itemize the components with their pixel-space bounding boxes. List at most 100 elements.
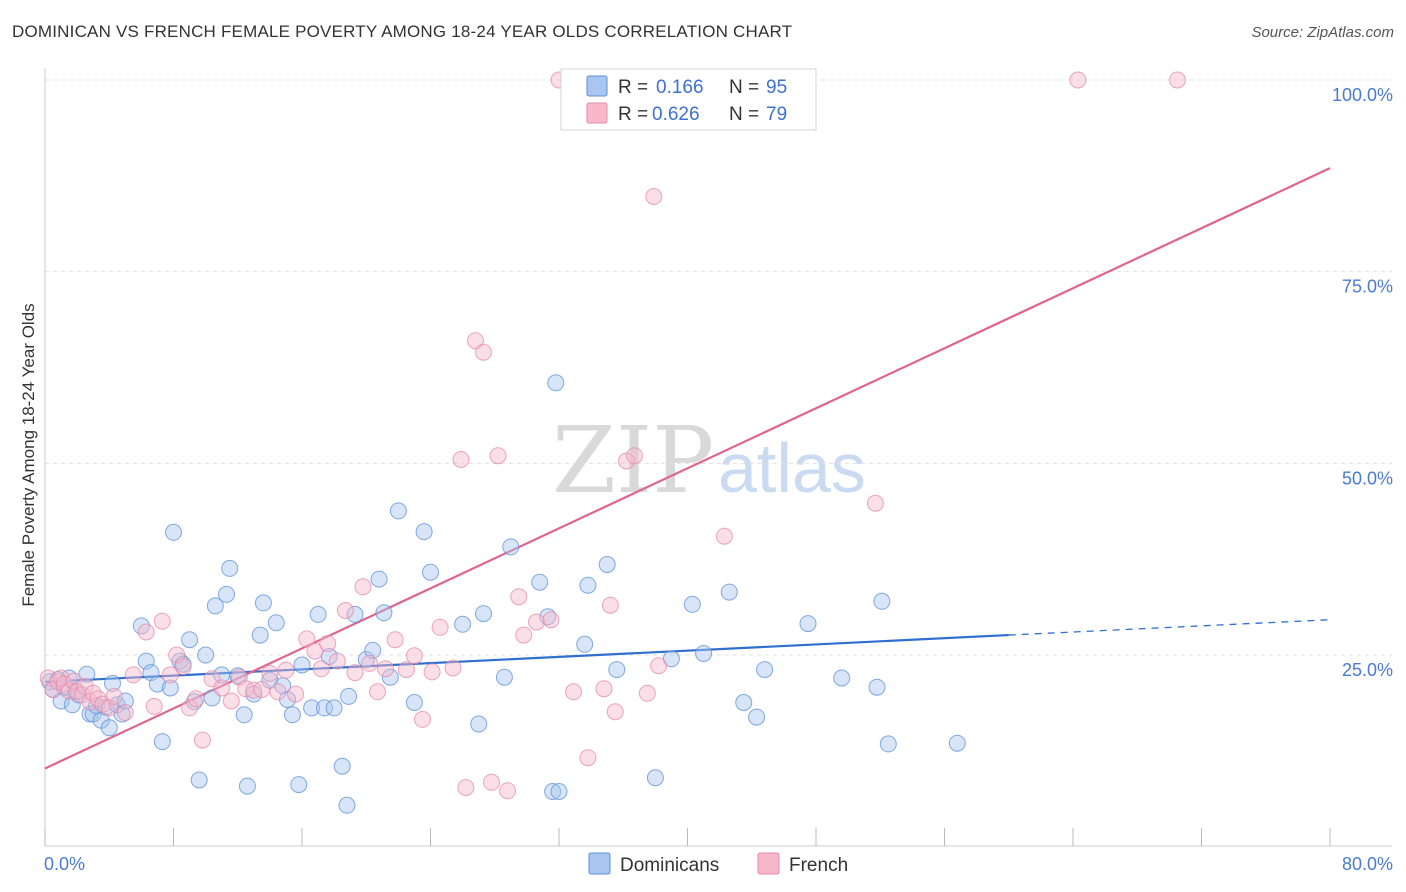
legend-r-label-2: R = [618, 104, 648, 125]
dominican-point [720, 583, 738, 601]
dominican-point [547, 374, 565, 392]
french-point [377, 660, 394, 678]
y-tick-label: 100.0% [1332, 85, 1393, 105]
dominican-point [235, 706, 253, 724]
correlation-legend: R = 0.166 N = 95 R = 0.626 N = 79 [560, 68, 817, 131]
legend-n-value-1: 95 [766, 77, 787, 98]
french-trend-line [44, 167, 1331, 770]
watermark: ZIP atlas [552, 407, 866, 514]
french-point [405, 647, 423, 665]
legend-n-label-1: N = [729, 77, 759, 98]
dominican-point [799, 615, 817, 633]
french-point [369, 683, 386, 701]
french-point [638, 684, 656, 702]
dominican-point [948, 734, 966, 752]
dominican-point [748, 708, 766, 726]
series-legend: Dominicans French [588, 852, 848, 876]
dominican-point [333, 757, 351, 775]
french-point [1168, 71, 1186, 89]
dominican-point [197, 646, 215, 664]
dominican-point [148, 675, 166, 693]
series-swatch-dominicans [588, 852, 611, 875]
dominican-point [104, 674, 121, 692]
dominican-point [153, 733, 171, 751]
legend-r-label-1: R = [618, 77, 648, 98]
french-point [565, 683, 582, 701]
dominican-point [338, 796, 356, 814]
french-point [193, 731, 211, 749]
french-point [499, 782, 517, 800]
dominican-point [364, 641, 382, 659]
french-point [354, 578, 372, 596]
french-point [336, 602, 354, 619]
dominican-point [303, 699, 321, 717]
french-point [269, 683, 287, 701]
dominican-point [544, 783, 562, 800]
legend-r-value-2: 0.626 [652, 104, 700, 125]
french-point [515, 626, 533, 644]
legend-swatch-french [586, 102, 608, 124]
dominican-point [251, 626, 269, 644]
x-tick-label: 0.0% [44, 854, 85, 874]
watermark-zip: ZIP [552, 407, 714, 514]
french-point [181, 699, 199, 717]
french-point [423, 663, 441, 681]
dominican-point [283, 706, 301, 724]
dominican-point [161, 679, 179, 697]
y-tick-label: 75.0% [1342, 277, 1393, 297]
dominican-point [325, 699, 343, 717]
french-point [414, 710, 431, 728]
french-point [213, 679, 231, 697]
french-point [328, 652, 346, 670]
source-label: Source: ZipAtlas.com [1251, 24, 1394, 41]
chart-title: DOMINICAN VS FRENCH FEMALE POVERTY AMONG… [12, 22, 793, 41]
french-point [489, 447, 507, 465]
french-point [84, 684, 102, 702]
data-points [39, 71, 1186, 814]
dominican-point [309, 605, 327, 623]
dominican-point [868, 678, 886, 696]
french-point [386, 631, 404, 649]
dominican-point [370, 570, 388, 588]
dominican-point [415, 523, 433, 541]
dominican-point [495, 668, 513, 686]
french-point [510, 588, 528, 606]
dominican-point [165, 523, 182, 541]
french-point [277, 661, 295, 679]
french-point [174, 658, 192, 675]
dominican-point [100, 719, 118, 737]
french-point [124, 666, 142, 684]
french-point [137, 623, 155, 641]
dominican-point [539, 608, 557, 626]
series-swatch-french [757, 852, 780, 875]
french-point [253, 681, 271, 698]
dominican-point [422, 563, 439, 581]
french-point [116, 704, 134, 721]
dominican-point [267, 614, 285, 632]
french-point [312, 660, 330, 678]
french-point [650, 657, 668, 675]
dominican-point [502, 538, 520, 556]
dominican-point [646, 769, 664, 787]
french-point [105, 687, 123, 705]
dominican-point [375, 604, 393, 622]
french-point [1069, 71, 1087, 89]
dominican-point [221, 559, 239, 577]
french-point [261, 664, 279, 682]
french-point [475, 343, 492, 361]
dominican-point [683, 595, 701, 613]
dominican-point [550, 783, 568, 800]
french-point [319, 635, 337, 652]
series-label-french: French [789, 855, 848, 876]
dominican-point [346, 605, 364, 623]
dominican-point [879, 735, 897, 753]
dominican-point [293, 656, 311, 674]
french-point [866, 494, 884, 512]
french-point [187, 690, 205, 708]
tick-labels: 25.0% 50.0% 75.0% 100.0% 0.0% 80.0% [44, 85, 1393, 874]
gridlines [45, 79, 1392, 656]
french-point [65, 672, 83, 690]
dominican-point [381, 668, 399, 686]
dominican-point [454, 615, 472, 633]
